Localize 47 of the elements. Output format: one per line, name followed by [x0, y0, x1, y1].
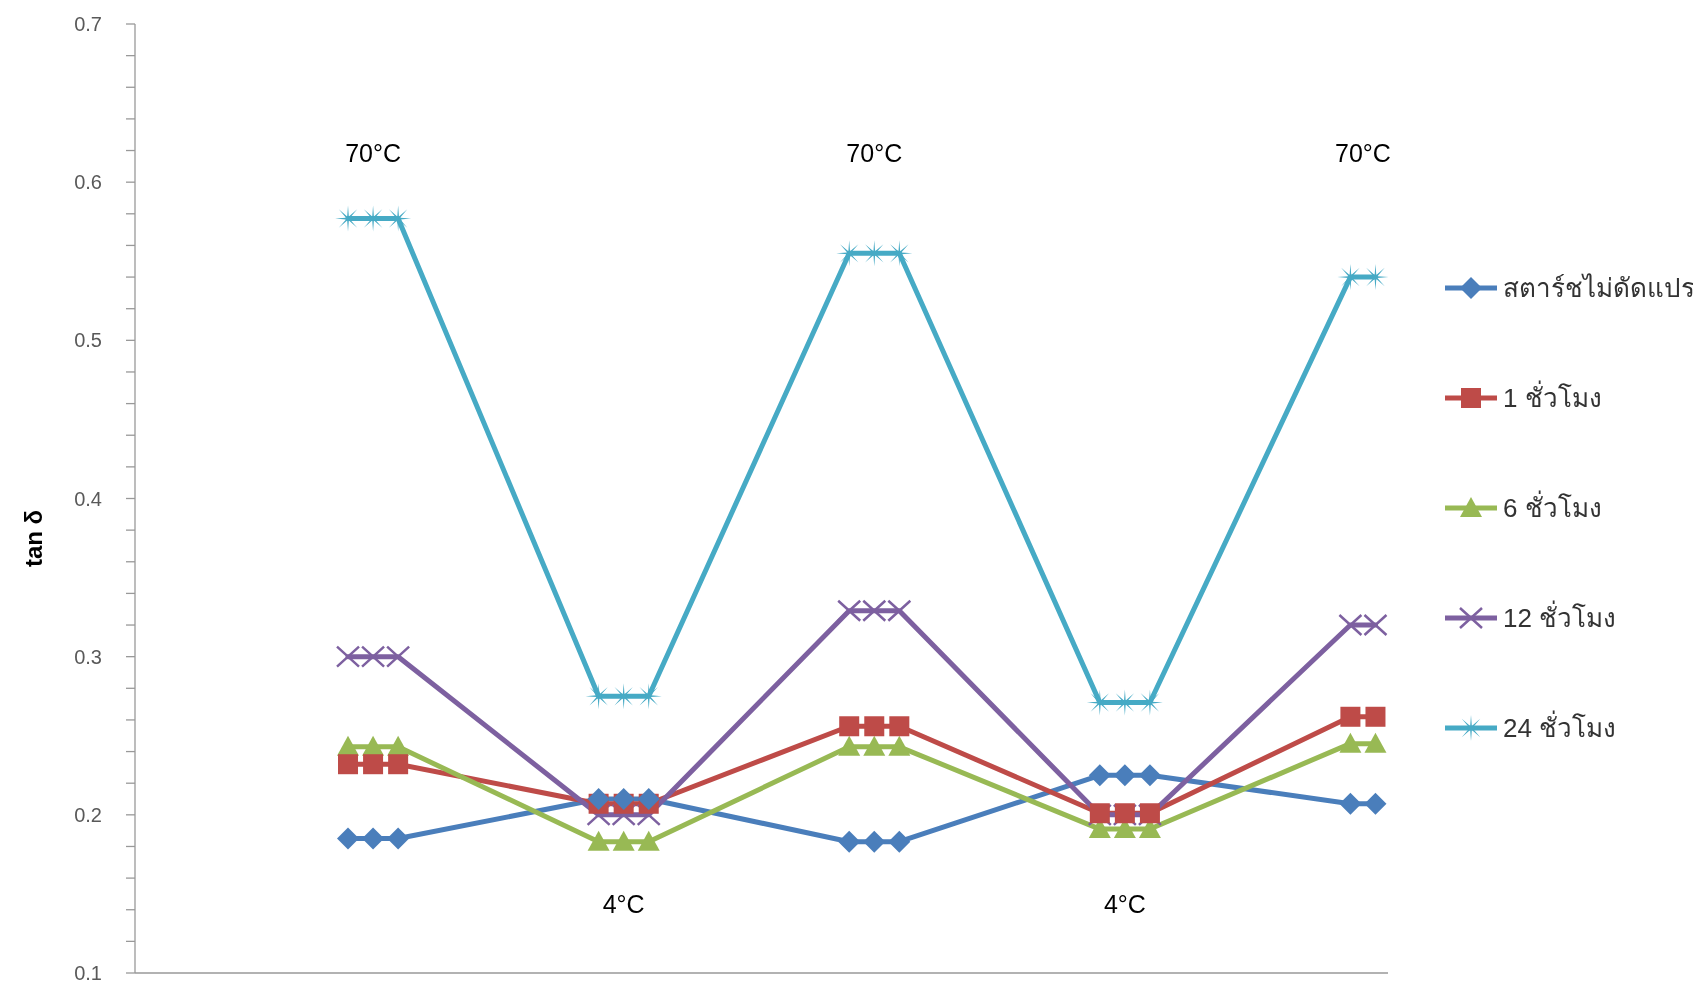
annotation: 4°C	[602, 890, 645, 918]
y-tick-label: 0.4	[74, 487, 102, 510]
point	[1339, 792, 1362, 815]
y-tick-label: 0.1	[74, 962, 102, 984]
point	[863, 830, 886, 853]
point	[612, 788, 635, 811]
legend-label: 12 ชั่วโมง	[1503, 600, 1617, 633]
point	[637, 788, 660, 811]
point	[337, 827, 360, 850]
point	[889, 716, 910, 737]
point	[612, 830, 635, 851]
annotation: 4°C	[1103, 890, 1146, 918]
annotation: 70°C	[345, 139, 401, 167]
point	[1113, 764, 1136, 787]
point	[838, 830, 861, 853]
y-axis-title: tan δ	[20, 509, 47, 568]
point	[839, 716, 860, 737]
point	[387, 827, 410, 850]
point	[587, 788, 610, 811]
legend-label: 24 ชั่วโมง	[1503, 710, 1617, 743]
point	[1365, 706, 1386, 727]
point	[1364, 732, 1387, 753]
legend-label: 6 ชั่วโมง	[1503, 490, 1602, 523]
point	[338, 754, 359, 775]
point	[838, 735, 861, 756]
y-tick-label: 0.7	[74, 13, 102, 35]
point	[362, 827, 385, 850]
point	[1088, 764, 1111, 787]
point	[888, 830, 911, 853]
legend-label: 1 ชั่วโมง	[1503, 380, 1602, 413]
point	[637, 830, 660, 851]
point	[1339, 732, 1362, 753]
y-tick-label: 0.5	[74, 329, 102, 352]
point	[388, 754, 409, 775]
annotation: 70°C	[1335, 139, 1391, 167]
y-tick-label: 0.3	[74, 645, 102, 668]
point	[1138, 764, 1161, 787]
point	[587, 830, 610, 851]
point	[1364, 792, 1387, 815]
point	[888, 735, 911, 756]
y-tick-label: 0.2	[74, 803, 102, 826]
point	[363, 754, 384, 775]
annotation: 70°C	[846, 139, 903, 167]
point	[864, 716, 885, 737]
point	[863, 735, 886, 756]
y-tick-label: 0.6	[74, 171, 102, 194]
point	[1340, 706, 1361, 727]
